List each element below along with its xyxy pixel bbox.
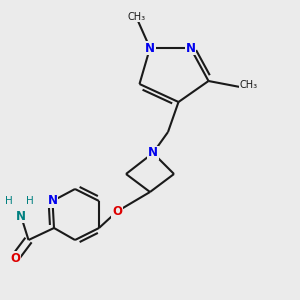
Text: N: N	[145, 41, 155, 55]
Text: H: H	[5, 196, 13, 206]
Text: N: N	[185, 41, 196, 55]
Text: CH₃: CH₃	[128, 11, 146, 22]
Text: N: N	[16, 209, 26, 223]
Text: O: O	[10, 251, 20, 265]
Text: N: N	[148, 146, 158, 160]
Text: CH₃: CH₃	[240, 80, 258, 91]
Text: H: H	[26, 196, 34, 206]
Text: N: N	[47, 194, 58, 208]
Text: O: O	[112, 205, 122, 218]
